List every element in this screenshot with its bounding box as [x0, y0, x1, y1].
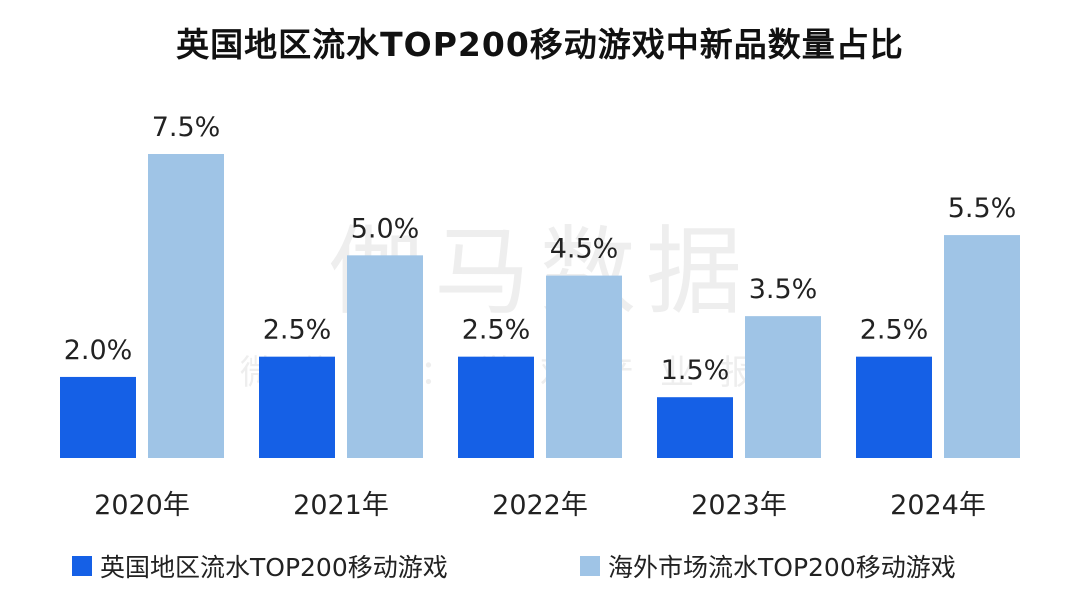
value-label-overseas-1: 5.0%	[351, 213, 420, 244]
value-labels-group: 2.0% 7.5% 2.5% 5.0% 2.5% 4.5% 1.5% 3.5% 2.5% 5.5%	[64, 112, 1017, 386]
bars-group	[60, 154, 1020, 458]
value-label-overseas-2: 4.5%	[550, 234, 619, 265]
x-tick-label-0: 2020年	[94, 490, 190, 521]
bar-overseas-2	[546, 275, 622, 458]
value-label-uk-1: 2.5%	[263, 315, 332, 346]
bar-uk-1	[259, 356, 335, 458]
legend-item-overseas: 海外市场流水TOP200移动游戏	[580, 548, 956, 584]
x-tick-label-3: 2023年	[691, 490, 787, 521]
bar-overseas-0	[148, 154, 224, 458]
value-label-overseas-4: 5.5%	[948, 193, 1017, 224]
value-label-uk-3: 1.5%	[661, 355, 730, 386]
value-label-overseas-0: 7.5%	[152, 112, 221, 143]
value-label-overseas-3: 3.5%	[749, 274, 818, 305]
legend-swatch-overseas	[580, 556, 600, 576]
bar-overseas-1	[347, 255, 423, 458]
bar-uk-3	[657, 397, 733, 458]
bar-overseas-4	[944, 235, 1020, 458]
x-tick-label-4: 2024年	[890, 490, 986, 521]
value-label-uk-0: 2.0%	[64, 335, 133, 366]
bar-overseas-3	[745, 316, 821, 458]
bar-uk-4	[856, 356, 932, 458]
bar-uk-2	[458, 356, 534, 458]
x-axis-labels: 2020年 2021年 2022年 2023年 2024年	[94, 490, 986, 521]
value-label-uk-2: 2.5%	[462, 315, 531, 346]
x-tick-label-2: 2022年	[492, 490, 588, 521]
legend-label-overseas: 海外市场流水TOP200移动游戏	[608, 553, 956, 582]
x-tick-label-1: 2021年	[293, 490, 389, 521]
bar-uk-0	[60, 376, 136, 458]
legend-swatch-uk	[72, 556, 92, 576]
legend: 英国地区流水TOP200移动游戏 海外市场流水TOP200移动游戏	[0, 548, 1080, 588]
chart-title: 英国地区流水TOP200移动游戏中新品数量占比	[176, 25, 904, 64]
legend-item-uk: 英国地区流水TOP200移动游戏	[72, 548, 448, 584]
legend-label-uk: 英国地区流水TOP200移动游戏	[100, 553, 448, 582]
value-label-uk-4: 2.5%	[860, 315, 929, 346]
